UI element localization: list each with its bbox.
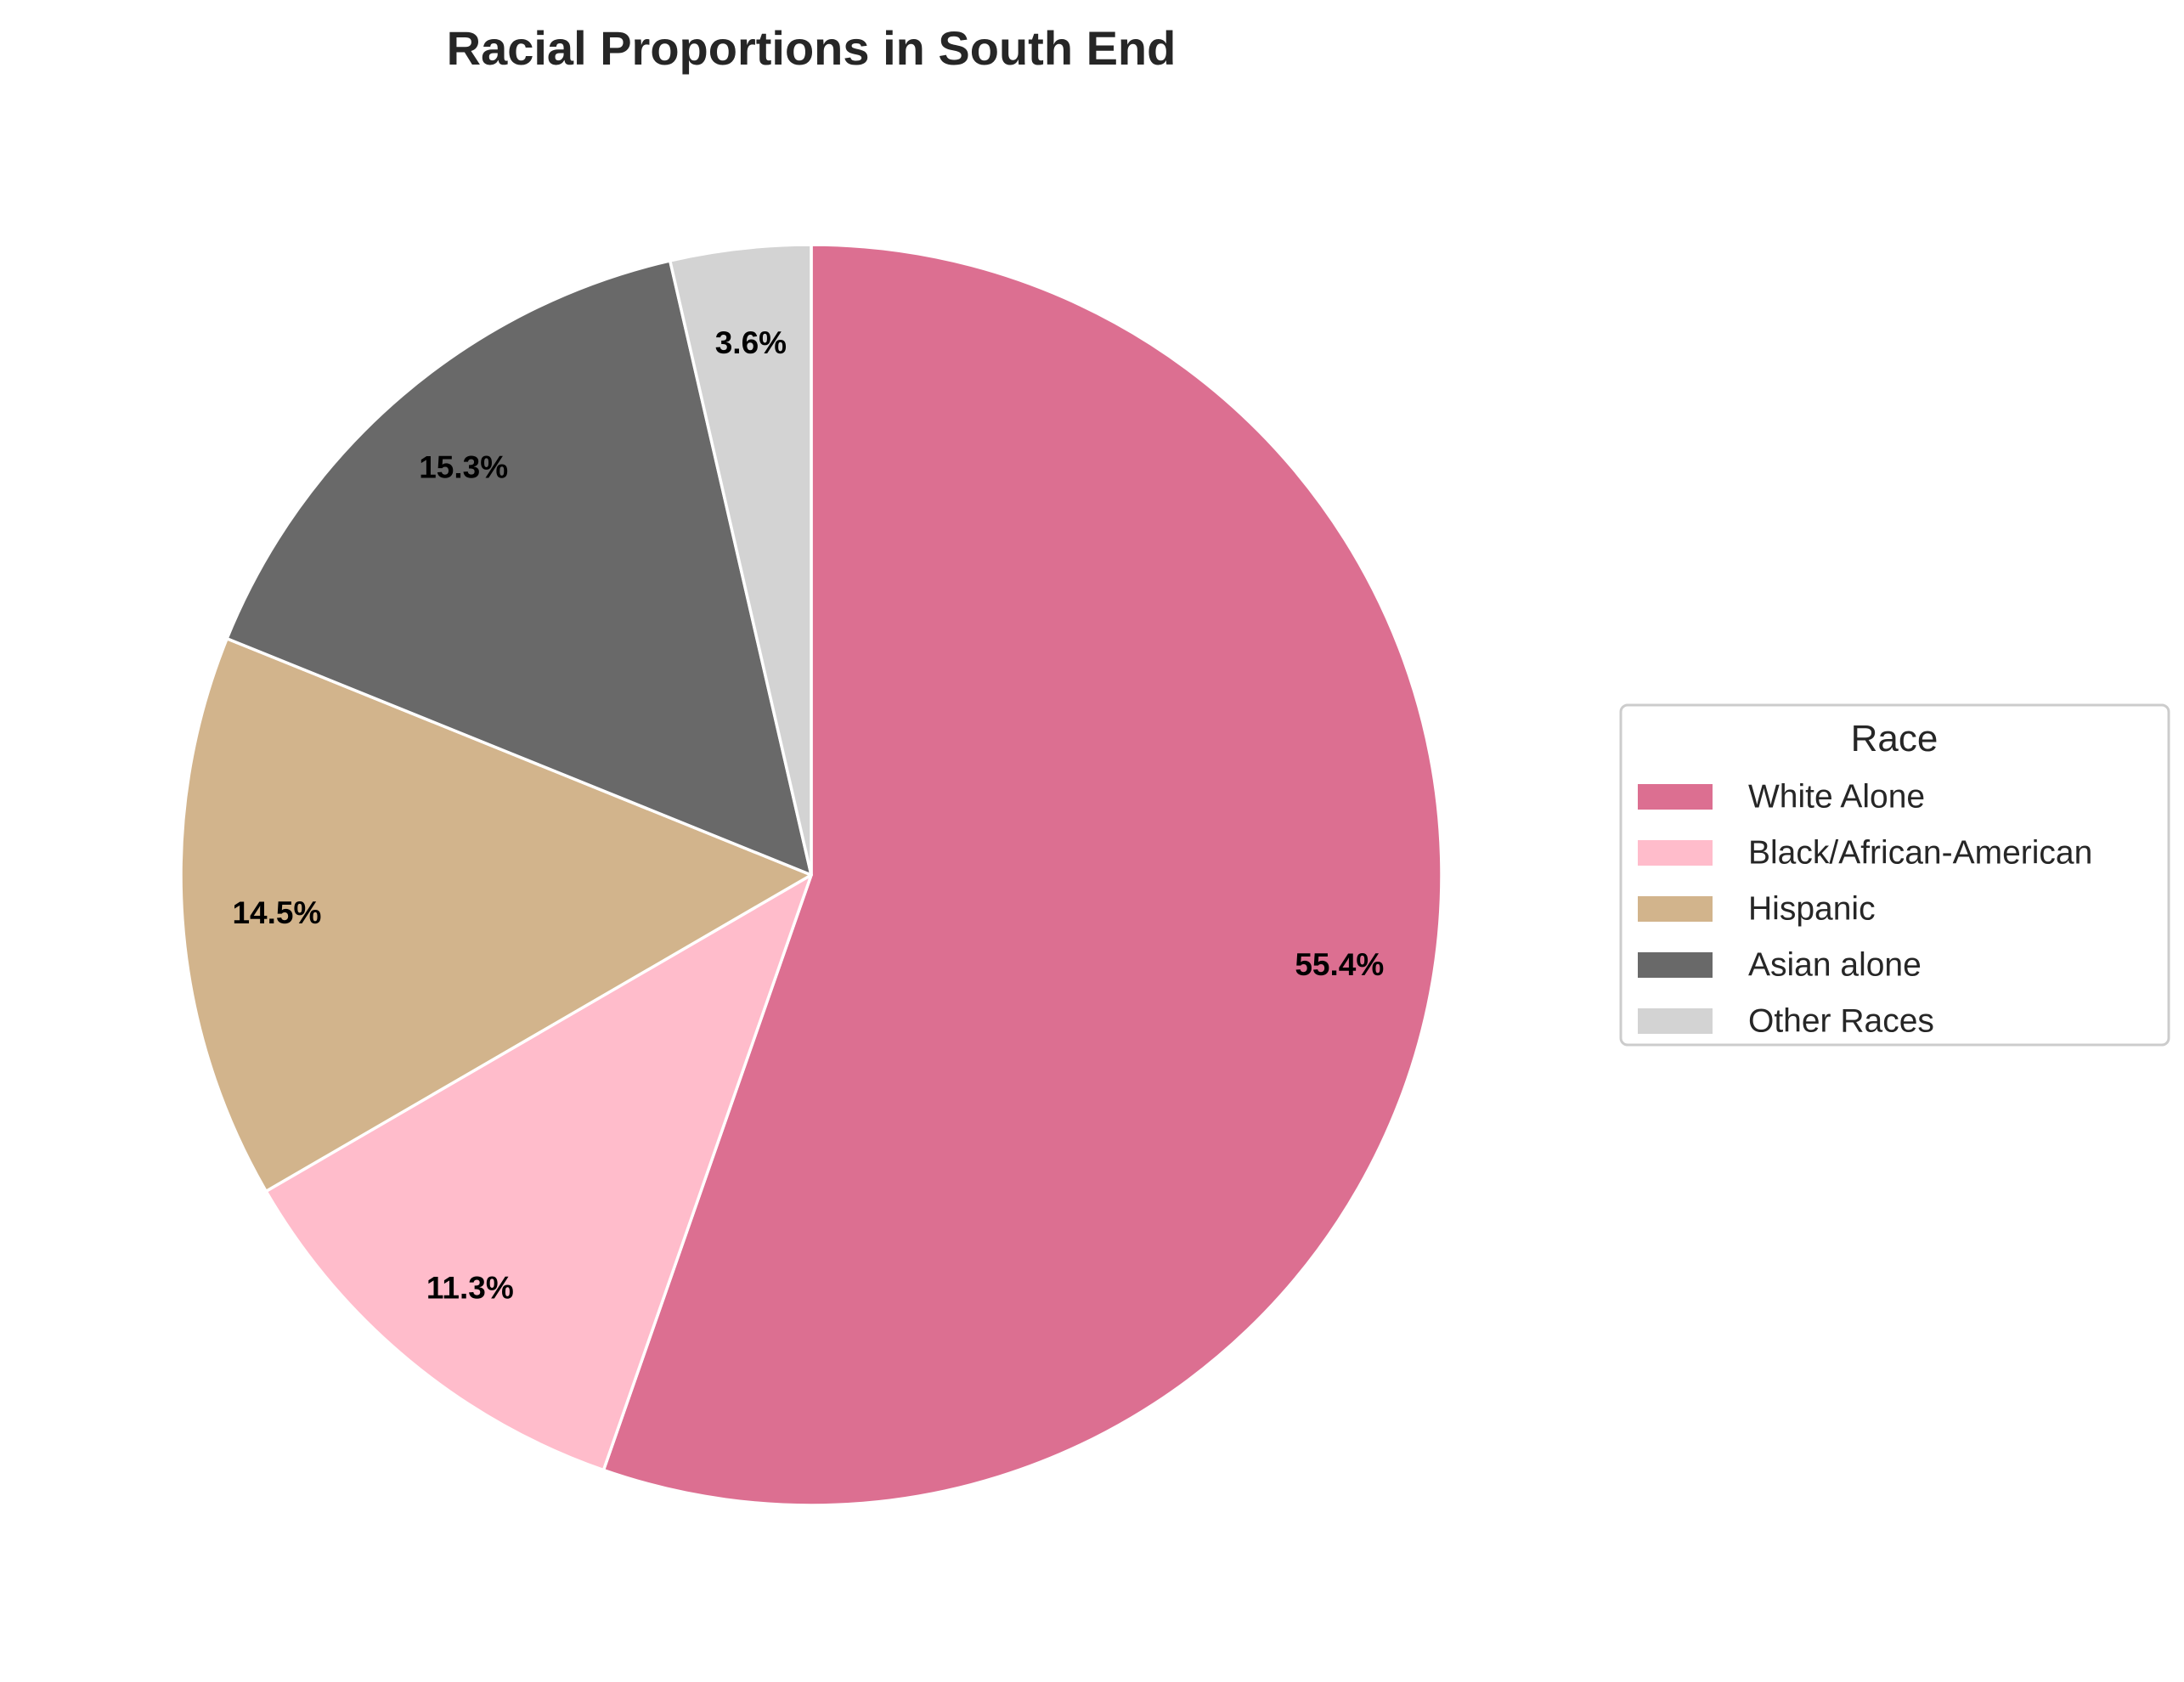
pie-slice-hispanic [179, 636, 813, 1194]
chart-title: Racial Proportions in South End [447, 21, 1177, 75]
legend-swatch-other-races [1638, 1008, 1713, 1034]
legend-title: Race [1851, 718, 1939, 759]
legend-swatch-asian-alone [1638, 952, 1713, 978]
legend-swatch-black-african-american [1638, 840, 1713, 866]
pie-slices [179, 243, 1443, 1507]
legend: Race White Alone Black/African-American Hi… [1619, 703, 2170, 1047]
legend-frame [1619, 703, 2170, 1047]
pie-slice-white-alone [601, 243, 1443, 1507]
legend-entry-asian-alone: Asian alone [1638, 947, 1922, 984]
legend-entry-white-alone: White Alone [1638, 779, 1925, 816]
pct-label-other-races: 3.6% [715, 325, 787, 360]
legend-entries: White Alone Black/African-American Hispani… [1638, 779, 2092, 1040]
legend-label-white-alone: White Alone [1748, 779, 1925, 816]
legend-entry-black-african-american: Black/African-American [1638, 835, 2092, 872]
legend-swatch-hispanic [1638, 896, 1713, 922]
legend-label-hispanic: Hispanic [1748, 891, 1876, 928]
pie-slice-black-african-american [264, 873, 813, 1472]
pct-label-white-alone: 55.4% [1295, 947, 1384, 982]
pct-label-black-african-american: 11.3% [426, 1271, 514, 1306]
legend-label-black-african-american: Black/African-American [1748, 835, 2092, 872]
pie-slice-other-races [669, 243, 813, 877]
pie-slice-asian-alone [225, 259, 813, 877]
legend-label-other-races: Other Races [1748, 1003, 1934, 1040]
pct-label-hispanic: 14.5% [232, 895, 321, 930]
legend-label-asian-alone: Asian alone [1748, 947, 1922, 984]
legend-entry-other-races: Other Races [1638, 1003, 1934, 1040]
legend-entry-hispanic: Hispanic [1638, 891, 1876, 928]
pct-label-asian-alone: 15.3% [419, 450, 508, 485]
legend-swatch-white-alone [1638, 784, 1713, 810]
pie-percent-labels: 55.4% 11.3% 14.5% 15.3% 3.6% [232, 325, 1384, 1306]
